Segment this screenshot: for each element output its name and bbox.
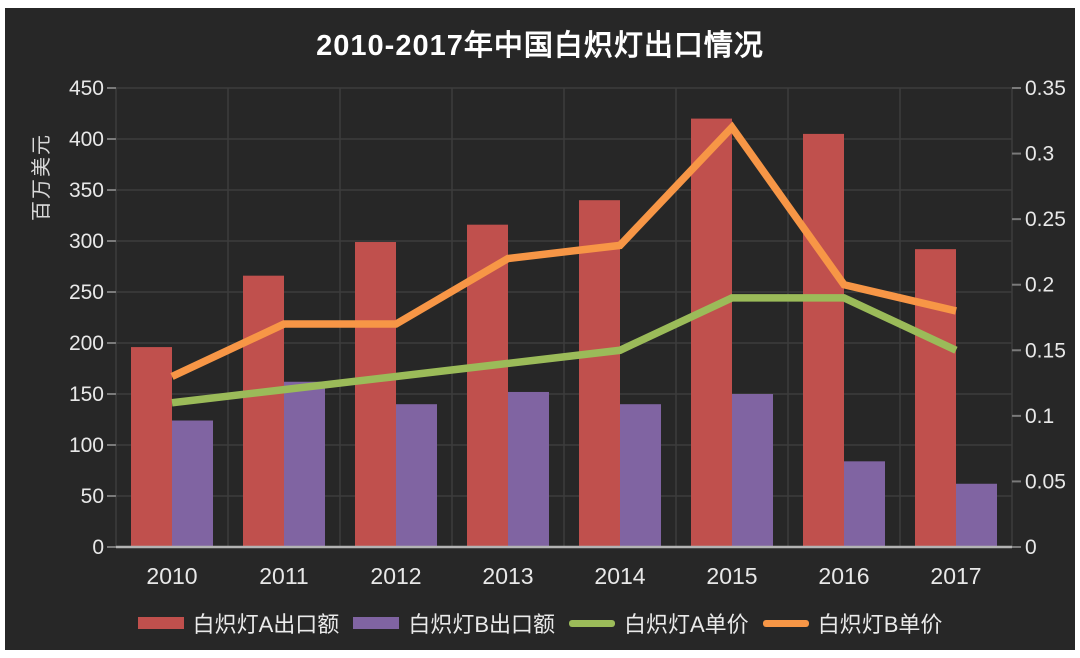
legend-label: 白炽灯B出口额 <box>408 612 555 637</box>
bar-白炽灯B出口额-2013 <box>508 391 549 547</box>
right-axis-tick-label: 0.1 <box>1025 405 1054 428</box>
bar-白炽灯A出口额-2017 <box>915 249 956 547</box>
chart-legend: 白炽灯A出口额 白炽灯B出口额 白炽灯A单价 白炽灯B单价 <box>5 604 1075 642</box>
x-axis-label-2012: 2012 <box>370 563 421 589</box>
right-axis-tick-label: 0.25 <box>1025 208 1066 231</box>
bar-白炽灯B出口额-2011 <box>284 381 325 547</box>
left-axis-tick-label: 400 <box>69 128 104 151</box>
right-axis-tick-label: 0.15 <box>1025 339 1066 362</box>
chart-title: 2010-2017年中国白炽灯出口情况 <box>316 30 764 62</box>
right-axis-tick-label: 0.3 <box>1025 143 1054 166</box>
x-axis-label-2015: 2015 <box>706 563 757 589</box>
left-axis-tick-label: 100 <box>69 434 104 457</box>
legend-item-白炽灯B出口额: 白炽灯B出口额 <box>353 607 555 639</box>
left-axis-tick-label: 250 <box>69 281 104 304</box>
legend-swatch-bar <box>137 617 184 629</box>
legend-swatch-bar <box>353 617 400 629</box>
legend-label: 白炽灯A单价 <box>624 612 749 637</box>
bar-白炽灯B出口额-2015 <box>732 394 773 547</box>
left-axis-tick-label: 0 <box>92 536 104 559</box>
bar-白炽灯A出口额-2012 <box>355 242 396 547</box>
bar-白炽灯B出口额-2017 <box>956 483 997 547</box>
bar-白炽灯A出口额-2016 <box>803 133 844 547</box>
bar-白炽灯B出口额-2014 <box>620 404 661 547</box>
legend-item-白炽灯A单价: 白炽灯A单价 <box>569 607 749 639</box>
x-axis-label-2014: 2014 <box>594 563 645 589</box>
legend-item-白炽灯B单价: 白炽灯B单价 <box>762 607 943 639</box>
right-axis-tick-label: 0.35 <box>1025 77 1066 100</box>
bar-白炽灯A出口额-2014 <box>579 200 620 547</box>
x-axis-label-2017: 2017 <box>930 563 981 589</box>
x-axis-label-2010: 2010 <box>146 563 197 589</box>
bar-白炽灯B出口额-2012 <box>396 404 437 547</box>
x-axis-label-2016: 2016 <box>818 563 869 589</box>
right-axis-tick-label: 0.05 <box>1025 470 1066 493</box>
left-axis-tick-label: 150 <box>69 383 104 406</box>
legend-label: 白炽灯A出口额 <box>192 612 340 637</box>
left-axis-tick-label: 300 <box>69 230 104 253</box>
left-axis-tick-label: 350 <box>69 179 104 202</box>
left-axis-tick-label: 450 <box>69 77 104 100</box>
bar-白炽灯A出口额-2010 <box>131 347 172 547</box>
right-axis-tick-label: 0.2 <box>1025 274 1054 297</box>
bar-白炽灯B出口额-2016 <box>844 461 885 547</box>
legend-swatch-line <box>762 619 809 627</box>
legend-label: 白炽灯B单价 <box>817 612 943 637</box>
legend-item-白炽灯A出口额: 白炽灯A出口额 <box>137 607 340 639</box>
x-axis-label-2013: 2013 <box>482 563 533 589</box>
x-axis-label-2011: 2011 <box>259 563 308 589</box>
legend-swatch-line <box>569 619 615 627</box>
right-axis-tick-label: 0 <box>1025 536 1037 559</box>
bar-白炽灯A出口额-2011 <box>243 275 284 547</box>
line-白炽灯A单价 <box>171 294 958 407</box>
left-axis-tick-label: 200 <box>69 332 104 355</box>
bar-白炽灯B出口额-2010 <box>172 420 213 547</box>
line-白炽灯B单价 <box>170 121 957 380</box>
left-axis-tick-label: 50 <box>81 485 104 508</box>
bar-白炽灯A出口额-2015 <box>691 118 732 547</box>
